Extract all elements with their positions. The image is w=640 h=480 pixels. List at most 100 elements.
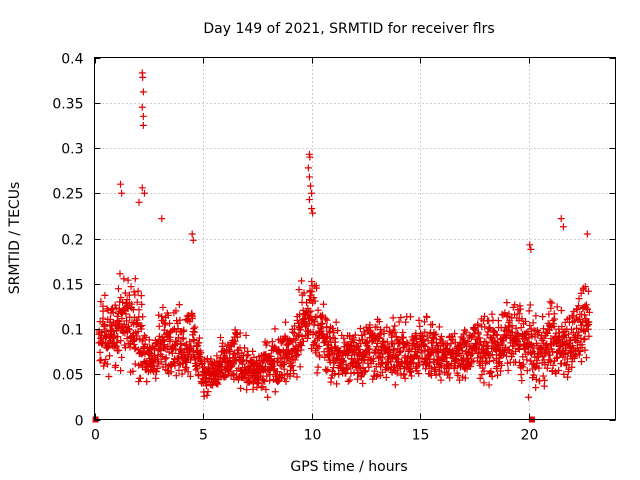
data-point (391, 328, 399, 336)
data-point (141, 340, 149, 348)
data-point (482, 354, 490, 362)
data-point (103, 327, 111, 335)
data-point (575, 351, 583, 359)
data-point (166, 319, 174, 327)
data-point (295, 286, 303, 294)
data-point (397, 347, 405, 355)
data-point (160, 344, 168, 352)
data-point (467, 333, 475, 341)
data-point (436, 360, 444, 368)
data-point (457, 344, 465, 352)
data-point (356, 325, 364, 333)
data-point (116, 270, 124, 278)
data-point (535, 364, 543, 372)
data-point (176, 316, 184, 324)
data-point (570, 354, 578, 362)
data-point (280, 360, 288, 368)
data-point (157, 358, 165, 366)
data-point (546, 341, 554, 349)
y-tick-label: 0.3 (61, 142, 83, 158)
data-point (463, 355, 471, 363)
data-point (555, 329, 563, 337)
data-point (526, 301, 534, 309)
data-point (376, 372, 384, 380)
data-point (334, 327, 342, 335)
data-point (188, 315, 196, 323)
data-point (497, 367, 505, 375)
data-point (191, 323, 199, 331)
data-point (375, 334, 383, 342)
peak-point (139, 88, 147, 96)
data-point (532, 327, 540, 335)
data-point (153, 368, 161, 376)
data-point (271, 343, 279, 351)
data-point (127, 283, 135, 291)
data-point (159, 337, 167, 345)
data-point (549, 361, 557, 369)
data-point (97, 298, 105, 306)
data-point (354, 368, 362, 376)
data-point (118, 314, 126, 322)
data-point (540, 325, 548, 333)
data-point (114, 333, 122, 341)
data-point (493, 347, 501, 355)
data-point (492, 346, 500, 354)
data-point (485, 357, 493, 365)
data-point (291, 356, 299, 364)
data-point (115, 346, 123, 354)
data-point (155, 311, 163, 319)
data-point (180, 327, 188, 335)
data-point (245, 379, 253, 387)
data-point (314, 363, 322, 371)
data-point (177, 340, 185, 348)
data-point (109, 308, 117, 316)
peak-point (118, 189, 126, 197)
data-point (540, 382, 548, 390)
data-point (333, 380, 341, 388)
data-point (531, 363, 539, 371)
data-point (501, 323, 509, 331)
data-point (451, 330, 459, 338)
data-point (207, 355, 215, 363)
data-point (432, 371, 440, 379)
data-point (437, 376, 445, 384)
data-point (259, 376, 267, 384)
data-point (257, 384, 265, 392)
data-point (320, 300, 328, 308)
data-point (581, 283, 589, 291)
data-point (217, 334, 225, 342)
data-point (522, 317, 530, 325)
data-point (262, 386, 270, 394)
data-point (409, 360, 417, 368)
data-point (292, 336, 300, 344)
data-point (323, 316, 331, 324)
data-point (374, 334, 382, 342)
data-point (470, 357, 478, 365)
data-point (527, 340, 535, 348)
data-points (92, 69, 593, 423)
data-point (487, 367, 495, 375)
data-point (313, 369, 321, 377)
data-point (168, 349, 176, 357)
data-point (555, 342, 563, 350)
data-point (555, 367, 563, 375)
data-point (214, 380, 222, 388)
plot-frame (94, 57, 616, 420)
data-point (117, 294, 125, 302)
data-point (114, 285, 122, 293)
data-point (133, 298, 141, 306)
data-point (215, 368, 223, 376)
data-point (543, 364, 551, 372)
grid (94, 57, 616, 420)
data-point (139, 313, 147, 321)
data-point (204, 388, 212, 396)
data-point (375, 318, 383, 326)
data-point (415, 369, 423, 377)
data-point (421, 328, 429, 336)
data-point (169, 326, 177, 334)
data-point (443, 354, 451, 362)
tick-labels: 0 0.05 0.1 0.15 0.2 0.25 0.3 0.35 0.4 0 5 10 15 20 (52, 52, 538, 444)
data-point (485, 325, 493, 333)
data-point (158, 312, 166, 320)
